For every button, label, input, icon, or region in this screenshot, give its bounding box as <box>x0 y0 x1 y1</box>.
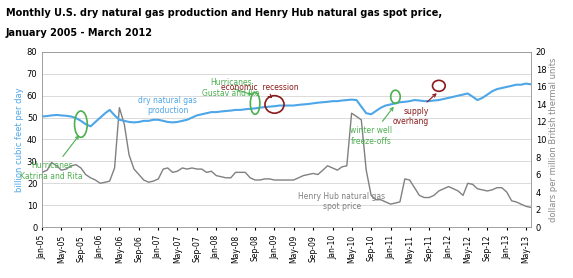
Text: Hurricanes
Katrina and Rita: Hurricanes Katrina and Rita <box>20 136 83 181</box>
Y-axis label: billion cubic feet per day: billion cubic feet per day <box>15 87 24 192</box>
Text: Hurricanes
Gustav and Ike: Hurricanes Gustav and Ike <box>202 78 260 98</box>
Text: winter well
freeze-offs: winter well freeze-offs <box>350 108 393 146</box>
Text: January 2005 - March 2012: January 2005 - March 2012 <box>6 28 153 38</box>
Text: dry natural gas
production: dry natural gas production <box>138 96 197 115</box>
Text: Monthly U.S. dry natural gas production and Henry Hub natural gas spot price,: Monthly U.S. dry natural gas production … <box>6 8 442 18</box>
Text: economic  recession: economic recession <box>221 83 299 97</box>
Text: Henry Hub natural gas
spot price: Henry Hub natural gas spot price <box>299 192 386 212</box>
Text: supply
overhang: supply overhang <box>393 94 436 126</box>
Y-axis label: dollars per million British thermal units: dollars per million British thermal unit… <box>549 57 558 222</box>
